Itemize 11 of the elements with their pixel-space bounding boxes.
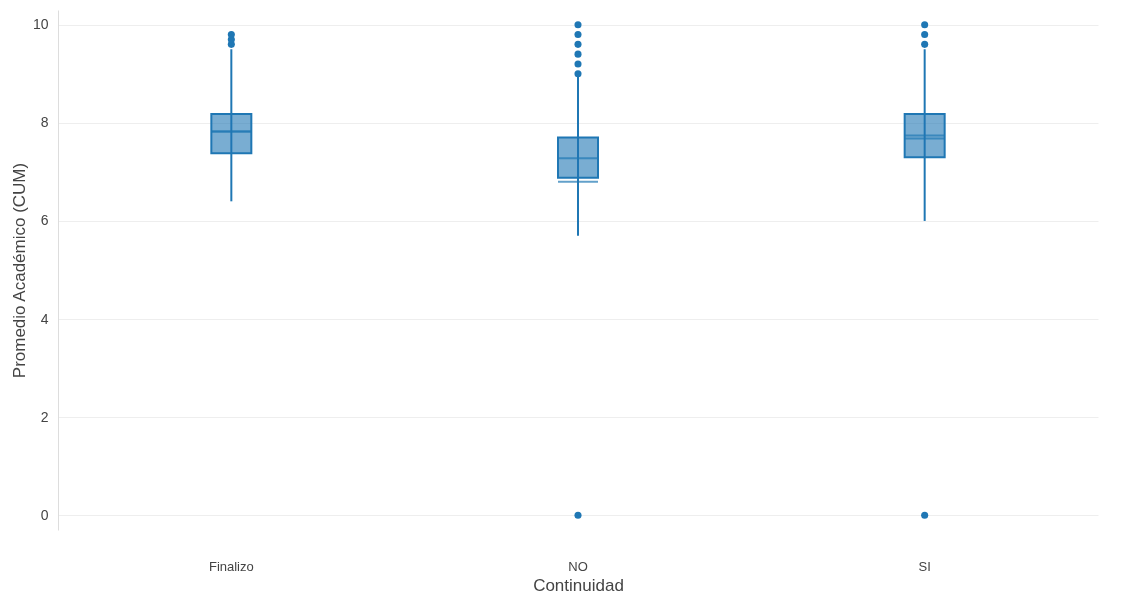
y-tick-label: 0 [40, 506, 49, 523]
x-tick-label: Finalizo [208, 558, 254, 574]
y-tick-label: 6 [40, 212, 49, 229]
x-tick-label: NO [568, 558, 588, 574]
y-tick-label: 8 [40, 114, 49, 131]
y-tick-label: 10 [32, 16, 49, 33]
y-tick-label: 4 [40, 310, 49, 327]
y-axis-title: Promedio Académico (CUM) [9, 162, 29, 379]
x-axis-title: Continuidad [533, 575, 624, 595]
x-tick-label: SI [918, 558, 931, 574]
y-tick-label: 2 [40, 408, 49, 425]
